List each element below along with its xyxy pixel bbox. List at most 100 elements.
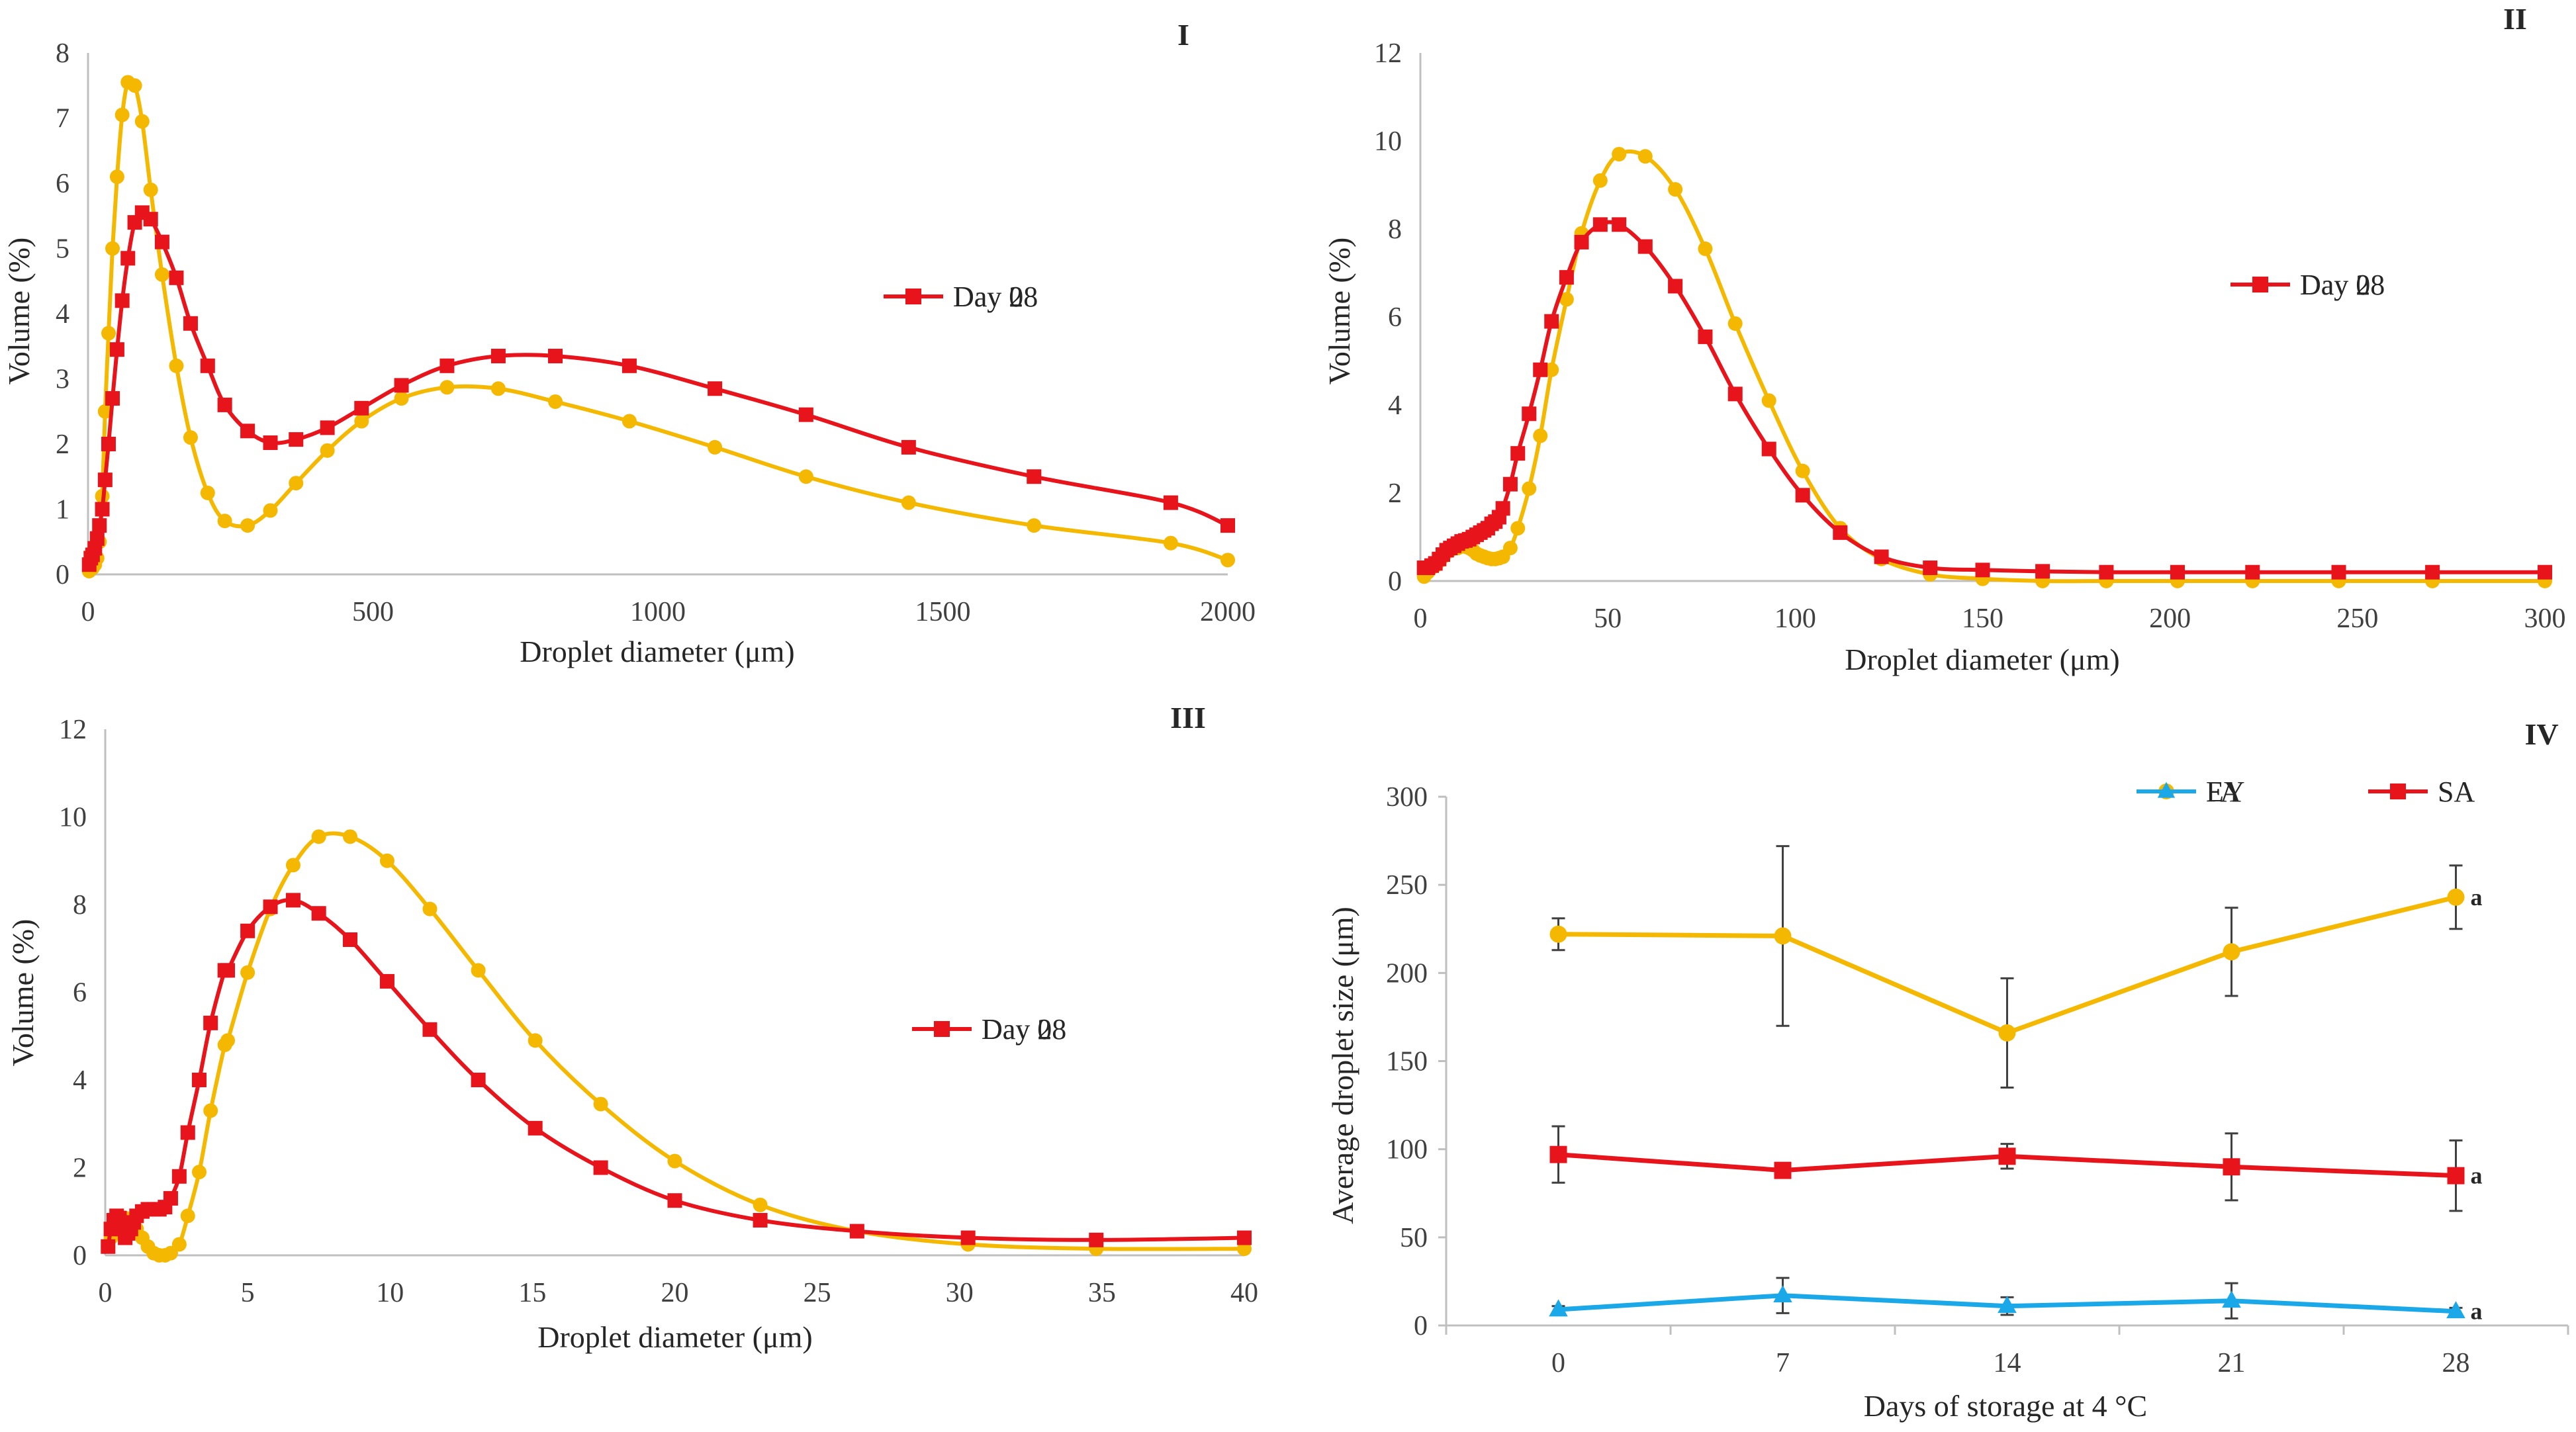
series-day-28 <box>1416 217 2552 580</box>
data-point <box>2447 888 2465 906</box>
x-tick-label: 1000 <box>630 597 686 627</box>
y-tick-label: 50 <box>1400 1223 1428 1253</box>
series-line <box>87 77 1228 573</box>
legend: FA SA EY <box>2137 776 2475 808</box>
series-line <box>87 210 1229 566</box>
x-tick-label: 1500 <box>915 597 971 627</box>
data-point <box>1668 279 1683 294</box>
data-point <box>753 1213 768 1228</box>
data-point <box>200 485 215 500</box>
data-point <box>1637 149 1653 164</box>
panel-label: III <box>1170 701 1206 735</box>
data-point <box>439 358 455 373</box>
data-point <box>183 430 198 445</box>
data-point <box>1698 241 1713 256</box>
data-point <box>89 531 105 546</box>
x-tick-label: 7 <box>1776 1348 1790 1378</box>
data-point <box>285 858 300 873</box>
data-point <box>1795 488 1810 503</box>
legend-marker <box>2390 783 2406 799</box>
data-point <box>169 358 184 373</box>
data-point <box>1637 239 1653 254</box>
data-point <box>240 424 255 439</box>
data-point <box>471 1073 486 1087</box>
data-point <box>2446 1301 2465 1319</box>
data-point <box>667 1193 682 1208</box>
data-point <box>849 1224 864 1239</box>
x-tick-label: 0 <box>1414 604 1428 634</box>
y-tick-label: 12 <box>1374 38 1402 69</box>
legend-label: Day 0 <box>953 281 1023 313</box>
data-point <box>1544 362 1559 377</box>
data-point <box>203 1015 218 1030</box>
data-point <box>708 381 723 396</box>
x-tick-label: 35 <box>1088 1278 1116 1308</box>
x-tick-label: 30 <box>946 1278 974 1308</box>
data-point <box>143 182 158 197</box>
x-tick-label: 50 <box>1594 604 1622 634</box>
series-sa: a <box>1549 1125 2483 1212</box>
y-tick-label: 8 <box>56 38 69 69</box>
data-point <box>263 435 278 451</box>
y-tick-label: 0 <box>1388 566 1402 597</box>
y-tick-label: 2 <box>1388 478 1402 509</box>
y-axis-title: Volume (%) <box>1322 238 1356 385</box>
panel-label: II <box>2503 2 2527 36</box>
y-tick-label: 250 <box>1386 870 1428 901</box>
x-tick-label: 100 <box>1774 604 1816 634</box>
data-point <box>2222 1290 2241 1308</box>
data-point <box>1510 446 1526 461</box>
x-tick-label: 21 <box>2218 1348 2246 1378</box>
data-point <box>394 378 409 393</box>
data-point <box>109 169 124 185</box>
data-point <box>217 514 232 529</box>
data-point <box>343 829 358 844</box>
data-point <box>143 212 158 227</box>
x-tick-label: 28 <box>2442 1348 2470 1378</box>
x-axis-title: Droplet diameter (μm) <box>520 635 795 668</box>
data-point <box>115 107 130 122</box>
data-point <box>97 472 113 488</box>
data-point <box>354 400 369 416</box>
x-tick-label: 0 <box>99 1278 113 1308</box>
data-point <box>169 270 184 285</box>
data-point <box>240 965 255 980</box>
data-point <box>1761 441 1776 457</box>
data-point <box>2099 564 2114 580</box>
series-line <box>106 831 1245 1258</box>
y-tick-label: 300 <box>1386 782 1428 813</box>
panel-II: 0 2 4 6 8 10 12 0 50 100 150 200 250 300 Droplet diame… <box>1322 2 2566 676</box>
panel-IV: 0 50 100 150 200 250 300 0 7 14 21 28 Days of storag… <box>1326 717 2569 1423</box>
series-day-0 <box>1416 146 2552 588</box>
series-fa: a <box>1549 845 2483 1089</box>
data-point <box>134 114 150 129</box>
data-point <box>2425 564 2440 580</box>
data-point <box>1761 393 1776 408</box>
panel-label: I <box>1177 18 1189 52</box>
data-point <box>1027 518 1042 533</box>
data-point <box>2245 564 2260 580</box>
legend-label: FA <box>2206 776 2241 808</box>
legend-label: Day 28 <box>2300 269 2385 301</box>
legend-marker <box>2157 782 2176 798</box>
data-point <box>1089 1232 1104 1247</box>
data-point <box>798 407 813 422</box>
data-point <box>101 1239 116 1254</box>
data-point <box>1549 1145 1567 1163</box>
panel-III: 0 2 4 6 8 10 12 0 5 10 15 20 25 30 35 40 Droplet diamete… <box>6 701 1258 1354</box>
legend-label: Day 28 <box>953 281 1038 313</box>
y-axis-title: Volume (%) <box>6 919 40 1067</box>
data-point <box>1163 535 1178 551</box>
data-point <box>1574 234 1589 249</box>
significance-label: a <box>2471 884 2483 911</box>
data-point <box>490 381 506 396</box>
x-tick-label: 15 <box>518 1278 546 1308</box>
data-point <box>1975 562 1990 578</box>
significance-label: a <box>2471 1298 2483 1325</box>
data-point <box>2035 564 2050 579</box>
data-point <box>183 316 198 331</box>
data-point <box>1559 270 1574 285</box>
